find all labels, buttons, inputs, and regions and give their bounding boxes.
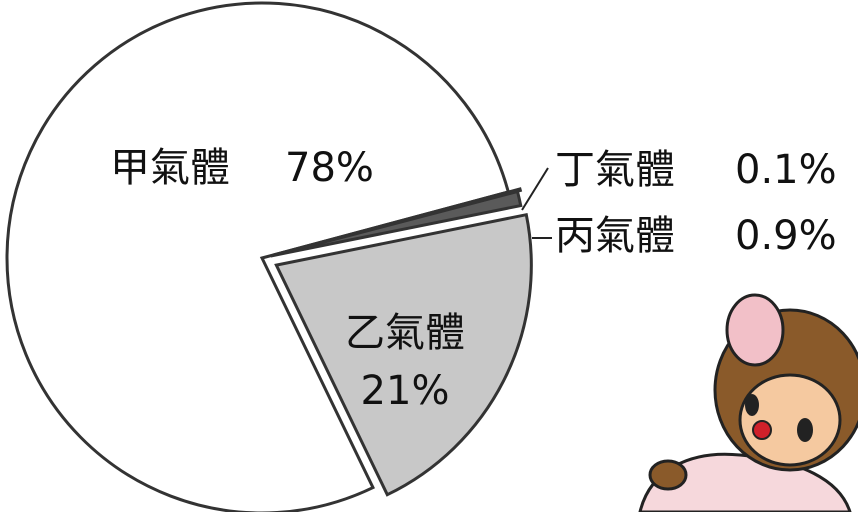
mascot-face <box>738 373 842 467</box>
value-label: 0.9% <box>735 213 837 259</box>
slice-label: 甲氣體 <box>110 145 230 191</box>
mascot-eye <box>745 394 759 416</box>
mascot-nose <box>752 420 772 440</box>
slice-label: 乙氣體 <box>345 310 465 356</box>
value-label: 21% <box>361 368 450 414</box>
slice-label: 丁氣體 <box>555 147 675 193</box>
leader-line <box>521 167 549 211</box>
pie-slice <box>274 212 533 497</box>
slice-label: 丙氣體 <box>555 213 675 259</box>
mascot-hand <box>648 459 688 491</box>
value-label: 0.1% <box>735 147 837 193</box>
mascot-eye <box>797 418 813 442</box>
mascot-ear <box>725 293 785 367</box>
pie-slice <box>5 1 511 512</box>
mascot <box>638 293 858 512</box>
value-label: 78% <box>285 145 374 191</box>
pie-slice <box>273 187 523 257</box>
